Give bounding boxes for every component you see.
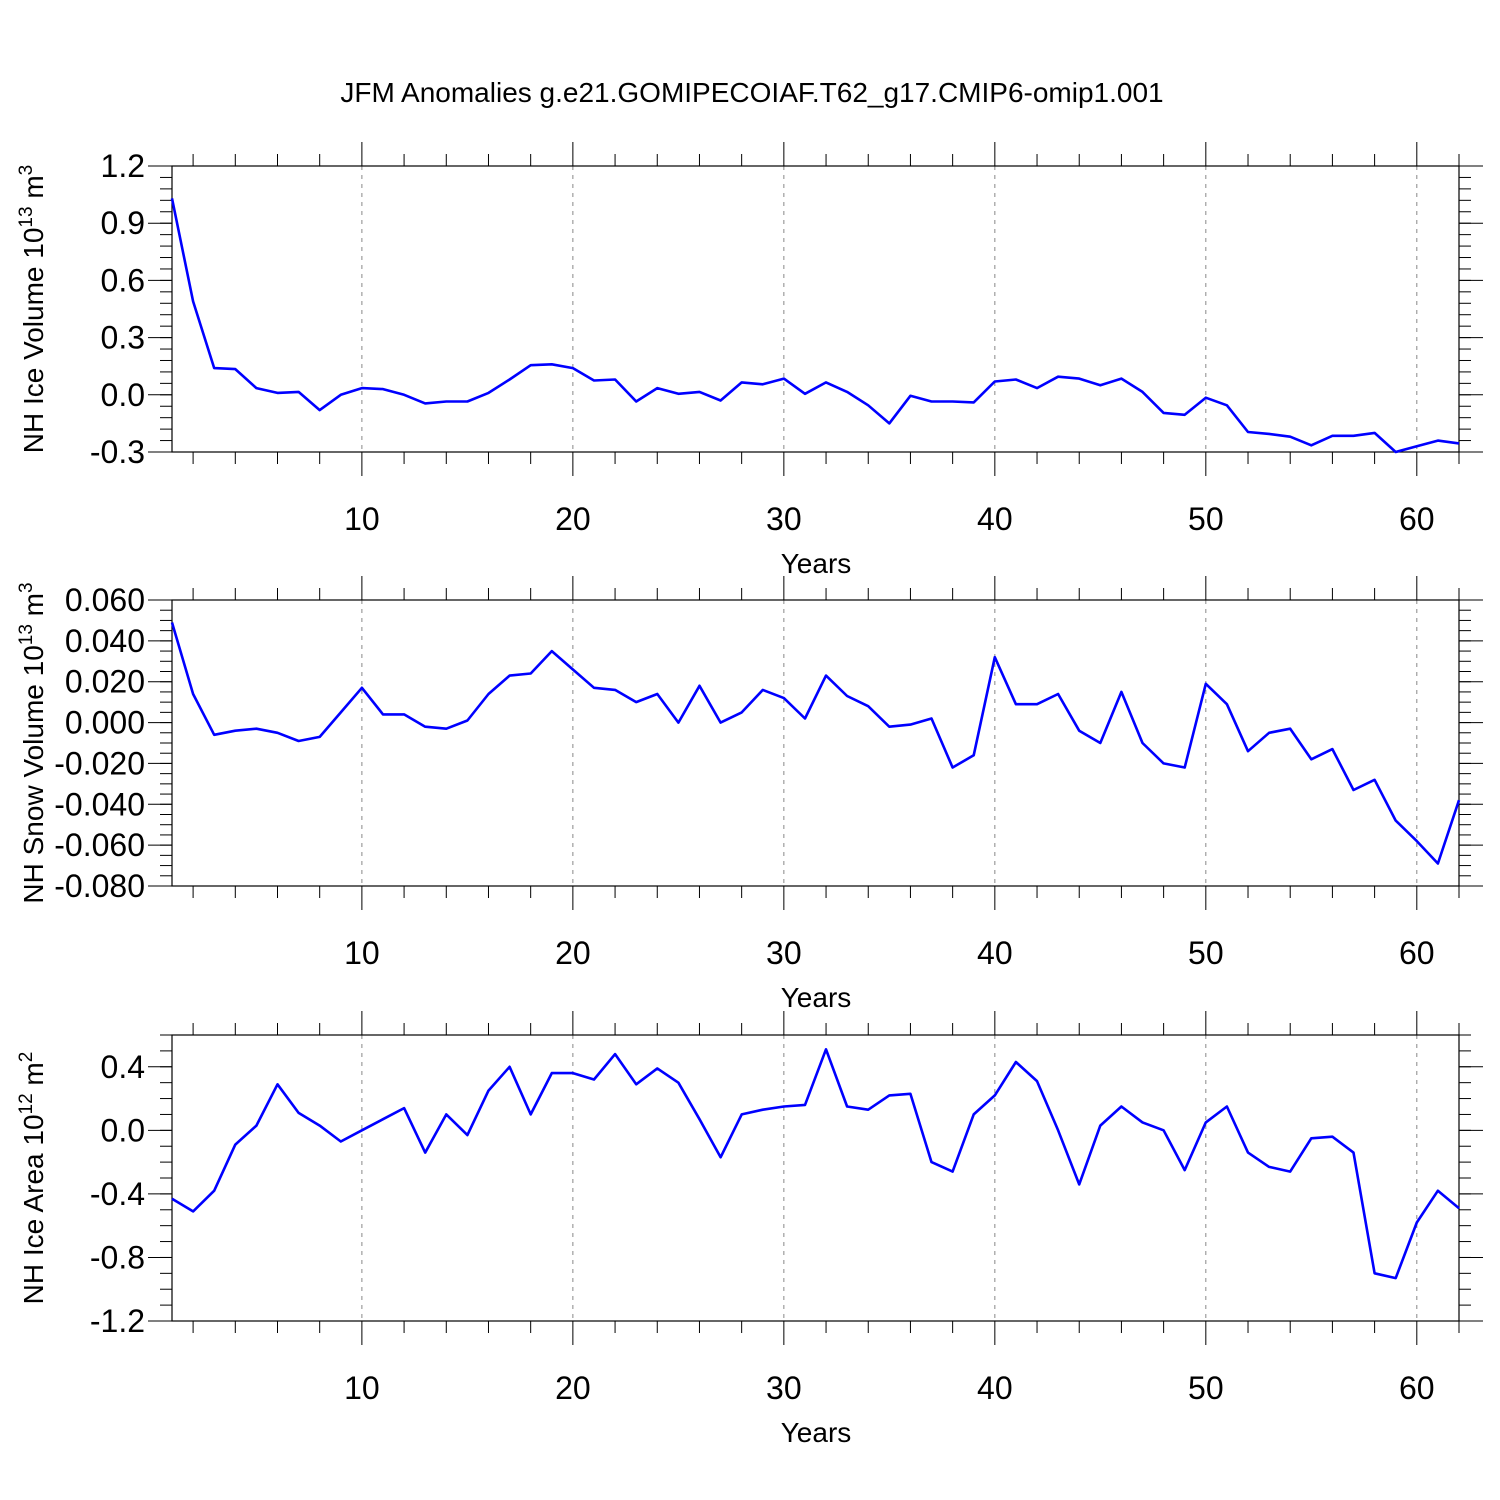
y-tick-label: 0.060 [65,582,145,618]
x-tick-label: 20 [555,935,591,971]
x-tick-label: 10 [344,1370,380,1406]
x-tick-label: 30 [766,501,802,537]
y-tick-label: 0.020 [65,664,145,700]
x-tick-label: 40 [977,501,1013,537]
x-tick-label: 50 [1188,501,1224,537]
panel-2: -0.080 -0.060 -0.040 -0.020 0.000 0.020 0.040 0… [16,576,1483,1013]
series-line [170,622,1461,865]
y-tick-label: -0.8 [90,1239,145,1275]
x-tick-label: 60 [1399,935,1435,971]
y-axis-title: NH Ice Area 1012 m2 [16,1052,49,1305]
y-tick-label: 1.2 [101,148,145,184]
y-tick-label: -0.020 [54,745,145,781]
x-tick-label: 50 [1188,935,1224,971]
x-tick-label: 40 [977,1370,1013,1406]
y-tick-label: -0.040 [54,786,145,822]
plot-frame [171,599,1460,887]
x-tick-label: 60 [1399,1370,1435,1406]
x-tick-label: 20 [555,501,591,537]
x-tick-label: 30 [766,1370,802,1406]
x-tick-label: 50 [1188,1370,1224,1406]
x-axis-title: Years [781,548,852,579]
x-tick-label: 20 [555,1370,591,1406]
x-axis-title: Years [781,1417,852,1448]
x-tick-label: 10 [344,501,380,537]
x-tick-label: 30 [766,935,802,971]
series-line [171,1048,1460,1280]
y-tick-label: 0.4 [101,1049,145,1085]
y-tick-label: 0.9 [101,205,145,241]
panel-1: -0.3 0.0 0.3 0.6 0.9 1.2 10 20 30 40 50 60 Years NH I… [16,142,1483,579]
series-line [170,198,1460,454]
x-tick-label: 10 [344,935,380,971]
plot-frame [171,165,1460,453]
y-tick-label: -0.060 [54,827,145,863]
y-tick-label: 0.000 [65,705,145,741]
y-tick-label: -1.2 [90,1303,145,1339]
x-axis-title: Years [781,982,852,1013]
y-tick-label: 0.0 [101,377,145,413]
panel-3: -1.2 -0.8 -0.4 0.0 0.4 10 20 30 40 50 60 Years NH Ic… [16,1011,1483,1448]
y-tick-label: -0.4 [90,1176,145,1212]
y-tick-label: 0.3 [101,320,145,356]
y-tick-label: -0.3 [90,434,145,470]
y-tick-label: 0.0 [101,1112,145,1148]
y-tick-label: 0.6 [101,262,145,298]
x-tick-label: 40 [977,935,1013,971]
x-tick-label: 60 [1399,501,1435,537]
y-tick-label: -0.080 [54,868,145,904]
y-tick-label: 0.040 [65,623,145,659]
y-axis-title: NH Ice Volume 1013 m3 [16,165,49,454]
y-axis-title: NH Snow Volume 1013 m3 [16,582,49,903]
chart-title: JFM Anomalies g.e21.GOMIPECOIAF.T62_g17.… [340,77,1163,108]
